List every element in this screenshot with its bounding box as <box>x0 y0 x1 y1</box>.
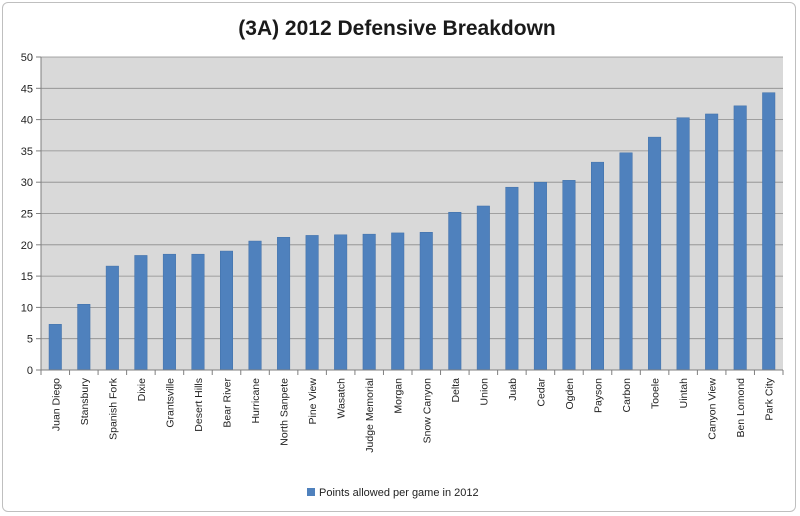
x-axis-tick-labels: Juan Diego Stansbury Spanish Fork Dixie Gran… <box>50 377 775 452</box>
bar-dixie <box>134 255 148 371</box>
bar-spanish-fork <box>105 265 119 371</box>
bar-ogden <box>562 180 576 371</box>
x-tick-label-juab: Juab <box>507 378 519 401</box>
x-tick-label-pine-view: Pine View <box>307 378 319 425</box>
x-tick-label-park-city: Park City <box>764 377 776 420</box>
y-tick-label-15: 15 <box>21 271 33 283</box>
x-tick-label-morgan: Morgan <box>393 378 405 414</box>
x-tick-label-uintah: Uintah <box>678 378 690 409</box>
x-tick-label-bear-river: Bear River <box>222 378 234 428</box>
y-tick-label-10: 10 <box>21 302 33 314</box>
bar-payson <box>591 161 604 371</box>
x-tick-label-ben-lomond: Ben Lomond <box>735 378 747 438</box>
bar-hurricane <box>248 240 262 371</box>
x-tick-label-tooele: Tooele <box>650 378 662 409</box>
x-tick-label-union: Union <box>478 378 490 406</box>
x-tick-label-desert-hills: Desert Hills <box>193 378 205 432</box>
y-tick-label-5: 5 <box>27 334 33 346</box>
x-tick-label-delta: Delta <box>450 378 462 403</box>
bar-judge-memorial <box>362 233 376 371</box>
bar-park-city <box>762 92 776 371</box>
y-tick-label-0: 0 <box>27 365 33 377</box>
bar-pine-view <box>305 235 319 371</box>
y-tick-label-30: 30 <box>21 177 33 189</box>
bar-canyon-view <box>705 113 719 371</box>
bar-stansbury <box>77 304 91 371</box>
x-tick-label-snow-canyon: Snow Canyon <box>421 378 433 444</box>
x-tick-label-judge-memorial: Judge Memorial <box>364 378 376 453</box>
bar-bear-river <box>220 250 233 371</box>
x-tick-label-stansbury: Stansbury <box>79 377 91 425</box>
bar-north-sanpete <box>277 237 291 371</box>
bar-snow-canyon <box>419 232 433 371</box>
x-tick-label-carbon: Carbon <box>621 378 633 413</box>
x-tick-label-cedar: Cedar <box>535 378 547 407</box>
y-tick-label-50: 50 <box>21 52 33 64</box>
bar-carbon <box>619 152 633 371</box>
y-tick-label-45: 45 <box>21 83 33 95</box>
chart-title: (3A) 2012 Defensive Breakdown <box>238 17 555 40</box>
x-tick-label-north-sanpete: North Sanpete <box>279 378 291 446</box>
bar-union <box>476 205 490 371</box>
legend-label: Points allowed per game in 2012 <box>319 487 479 499</box>
axes <box>36 56 784 375</box>
bar-morgan <box>391 232 405 371</box>
y-tick-label-20: 20 <box>21 240 33 252</box>
bar-delta <box>448 211 462 371</box>
x-tick-label-dixie: Dixie <box>136 378 148 401</box>
bar-cedar <box>533 181 547 371</box>
y-tick-label-35: 35 <box>21 146 33 158</box>
x-tick-label-wasatch: Wasatch <box>336 378 348 419</box>
bar-juan-diego <box>48 324 62 371</box>
x-tick-label-payson: Payson <box>593 378 605 413</box>
bar-grantsville <box>162 253 176 371</box>
x-tick-label-grantsville: Grantsville <box>164 378 176 428</box>
x-tick-label-juan-diego: Juan Diego <box>50 378 62 431</box>
legend-swatch <box>307 488 315 496</box>
bar-desert-hills <box>191 253 205 371</box>
x-tick-label-spanish-fork: Spanish Fork <box>107 377 119 440</box>
y-tick-label-25: 25 <box>21 209 33 221</box>
bar-uintah <box>676 117 690 371</box>
x-tick-label-ogden: Ogden <box>564 378 576 410</box>
legend: Points allowed per game in 2012 <box>307 487 479 499</box>
bar-juab <box>505 186 519 371</box>
y-tick-label-40: 40 <box>21 115 33 127</box>
bar-wasatch <box>334 234 348 371</box>
bars <box>48 92 776 371</box>
y-axis-tick-labels: 0 5 10 15 20 25 30 35 40 45 50 <box>21 52 33 377</box>
x-tick-label-canyon-view: Canyon View <box>707 378 719 440</box>
x-tick-label-hurricane: Hurricane <box>250 378 262 424</box>
bar-ben-lomond <box>733 105 747 371</box>
bar-tooele <box>648 136 662 371</box>
